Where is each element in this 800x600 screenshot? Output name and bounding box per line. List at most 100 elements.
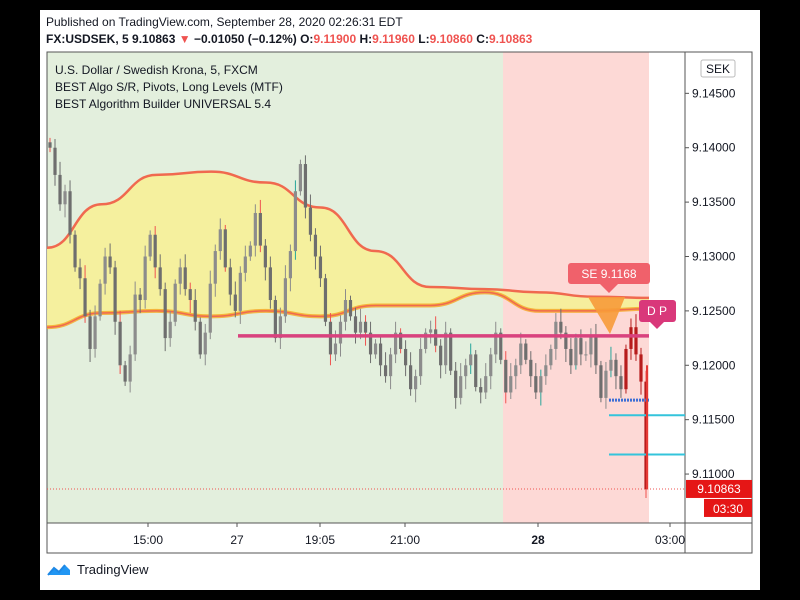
candle-body xyxy=(178,267,182,284)
high-label: H: xyxy=(359,32,373,46)
published-line: Published on TradingView.com, September … xyxy=(46,15,403,29)
candle-body xyxy=(53,147,57,175)
candle-body xyxy=(63,191,67,205)
close-value: 9.10863 xyxy=(488,32,533,46)
candle-body xyxy=(253,212,257,246)
candle-body xyxy=(479,387,483,393)
y-tick-label: 9.14500 xyxy=(692,86,736,100)
band-upper-line xyxy=(46,170,650,300)
x-tick-label: 19:05 xyxy=(305,533,335,547)
price-chart[interactable]: SE 9.1168 D P SEK 9.14500 9.14000 9.13500 9.13… xyxy=(40,10,760,590)
candle-body xyxy=(78,267,82,279)
candle-body xyxy=(83,278,87,317)
tradingview-cloud-icon xyxy=(47,563,70,576)
candle-body xyxy=(158,267,162,290)
candle-body xyxy=(474,354,478,388)
candle-body xyxy=(589,334,593,355)
down-arrow-icon: ▼ xyxy=(178,32,191,46)
candle-body xyxy=(223,229,227,268)
candle-body xyxy=(238,272,242,311)
close-label: C: xyxy=(476,32,489,46)
candle-body xyxy=(358,321,363,333)
candle-body xyxy=(218,229,222,252)
open-label: O: xyxy=(300,32,314,46)
candle-body xyxy=(569,348,573,366)
candle-body xyxy=(514,365,518,377)
last-price-label: 9.10863 xyxy=(697,482,741,496)
candle-body xyxy=(559,321,563,333)
candle-body xyxy=(634,327,638,355)
candle-body xyxy=(363,321,368,333)
countdown-badge xyxy=(704,498,752,517)
candle-body xyxy=(258,212,262,246)
y-tick-label: 9.13500 xyxy=(692,195,736,209)
candle-body xyxy=(263,245,267,268)
candle-body xyxy=(183,267,187,290)
candle-body xyxy=(248,245,252,257)
change: −0.01050 (−0.12%) xyxy=(194,32,297,46)
candle-body xyxy=(454,370,458,398)
candle-body xyxy=(188,289,192,301)
candle-body xyxy=(198,321,202,355)
candle-body xyxy=(303,164,308,208)
candle-body xyxy=(529,359,533,377)
candle-body xyxy=(624,348,628,390)
candle-body xyxy=(233,294,237,311)
candle-body xyxy=(419,348,423,377)
x-tick-label: 28 xyxy=(531,533,545,547)
candle-body xyxy=(343,300,348,322)
candle-body xyxy=(268,267,272,301)
candle-body xyxy=(73,234,77,268)
candle-body xyxy=(549,348,553,366)
candle-body xyxy=(619,376,623,390)
candle-body xyxy=(228,267,232,295)
candle-body xyxy=(564,332,568,349)
candle-body xyxy=(459,376,463,398)
low-value: 9.10860 xyxy=(429,32,473,46)
candle-body xyxy=(594,334,598,366)
candle-body xyxy=(484,376,488,393)
open-value: 9.11900 xyxy=(313,32,357,46)
candle-body xyxy=(148,234,152,257)
candle-body xyxy=(439,345,443,366)
candle-body xyxy=(534,376,538,393)
candle-body xyxy=(288,251,293,279)
tradingview-logo[interactable]: TradingView xyxy=(46,562,149,577)
candle-body xyxy=(574,338,578,366)
candle-body xyxy=(333,343,338,355)
candle-body xyxy=(68,191,72,235)
brand-label: TradingView xyxy=(77,562,149,577)
candle-body xyxy=(163,289,167,339)
candle-body xyxy=(544,365,548,377)
dp-label: D P xyxy=(647,304,667,318)
y-tick-label: 9.13000 xyxy=(692,249,736,263)
candle-body xyxy=(524,343,528,360)
candle-body xyxy=(58,174,62,205)
y-tick-label: 9.11000 xyxy=(692,467,735,481)
candle-body xyxy=(48,142,52,148)
candle-body xyxy=(338,321,343,344)
se-label-box xyxy=(568,263,650,284)
candle-body xyxy=(293,191,298,252)
x-tick-label: 03:00 xyxy=(655,533,685,547)
candle-body xyxy=(308,207,313,235)
candle-body xyxy=(298,164,303,192)
candle-body xyxy=(393,332,398,355)
candle-body xyxy=(208,283,212,333)
candle-body xyxy=(118,321,122,366)
candle-body xyxy=(639,354,643,382)
candle-body xyxy=(113,267,117,322)
dp-label-box xyxy=(639,300,676,322)
candle-body xyxy=(153,234,157,268)
candle-body xyxy=(489,354,493,377)
candle-body xyxy=(383,365,388,377)
candle-body xyxy=(373,343,378,355)
candle-body xyxy=(323,278,328,322)
candle-body xyxy=(243,256,247,273)
dp-label-pointer xyxy=(650,322,664,329)
candle-body xyxy=(138,294,142,301)
candle-body xyxy=(499,332,503,360)
indicator-1: U.S. Dollar / Swedish Krona, 5, FXCM xyxy=(55,63,258,77)
y-tick-label: 9.12000 xyxy=(692,358,736,372)
candle-body xyxy=(424,332,428,349)
